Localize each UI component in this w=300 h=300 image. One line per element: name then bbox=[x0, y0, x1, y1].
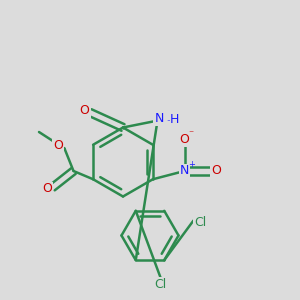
Text: O: O bbox=[80, 104, 89, 118]
Text: ⁻: ⁻ bbox=[166, 118, 172, 128]
Text: O: O bbox=[211, 164, 221, 178]
Text: O: O bbox=[42, 182, 52, 196]
Text: +: + bbox=[188, 160, 194, 169]
Text: Cl: Cl bbox=[194, 215, 206, 229]
Text: N: N bbox=[154, 112, 164, 125]
Text: O: O bbox=[180, 133, 189, 146]
Text: H: H bbox=[170, 113, 180, 126]
Text: ⁻: ⁻ bbox=[188, 129, 194, 139]
Text: N: N bbox=[180, 164, 189, 178]
Text: Cl: Cl bbox=[154, 278, 166, 291]
Text: O: O bbox=[53, 139, 63, 152]
